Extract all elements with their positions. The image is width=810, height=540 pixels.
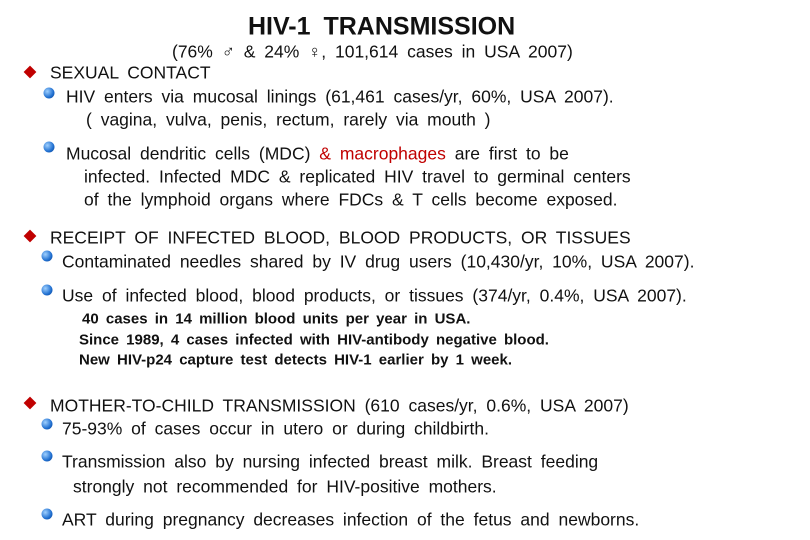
diamond-bullet [23, 65, 37, 79]
item-line: Transmission also by nursing infected br… [62, 451, 599, 472]
heading: SEXUAL CONTACT [50, 62, 211, 83]
subtitle: (76% ♂ & 24% ♀, 101,614 cases in USA 200… [172, 41, 573, 62]
diamond-bullet [23, 396, 37, 410]
heading: RECEIPT OF INFECTED BLOOD, BLOOD PRODUCT… [50, 227, 631, 248]
note: Since 1989, 4 cases infected with HIV-an… [79, 331, 549, 349]
title: HIV-1 TRANSMISSION [248, 12, 516, 41]
item-highlight: & macrophages [319, 143, 446, 164]
round-bullet [41, 450, 53, 462]
item-line: infected. Infected MDC & replicated HIV … [84, 166, 631, 187]
item-line: strongly not recommended for HIV-positiv… [73, 476, 497, 497]
item-lead: Mucosal dendritic cells (MDC) [66, 143, 311, 164]
round-bullet [41, 284, 53, 296]
item-line: 75-93% of cases occur in utero or during… [62, 418, 489, 439]
item-line: HIV enters via mucosal linings (61,461 c… [66, 86, 614, 107]
item-line: Use of infected blood, blood products, o… [62, 285, 687, 306]
diamond-bullet [23, 229, 37, 243]
round-bullet [41, 250, 53, 262]
round-bullet [43, 87, 55, 99]
item-tail: are first to be [454, 143, 569, 164]
item-line: ART during pregnancy decreases infection… [62, 509, 640, 530]
round-bullet [41, 418, 53, 430]
round-bullet [41, 508, 53, 520]
heading: MOTHER-TO-CHILD TRANSMISSION (610 cases/… [50, 395, 629, 416]
round-bullet [43, 141, 55, 153]
note: New HIV-p24 capture test detects HIV-1 e… [79, 351, 513, 369]
note: 40 cases in 14 million blood units per y… [82, 310, 471, 328]
item-line: of the lymphoid organs where FDCs & T ce… [84, 189, 618, 210]
item-line: Mucosal dendritic cells (MDC) & macropha… [66, 145, 569, 163]
item-line: ( vagina, vulva, penis, rectum, rarely v… [86, 109, 491, 130]
item-line: Contaminated needles shared by IV drug u… [62, 251, 695, 272]
